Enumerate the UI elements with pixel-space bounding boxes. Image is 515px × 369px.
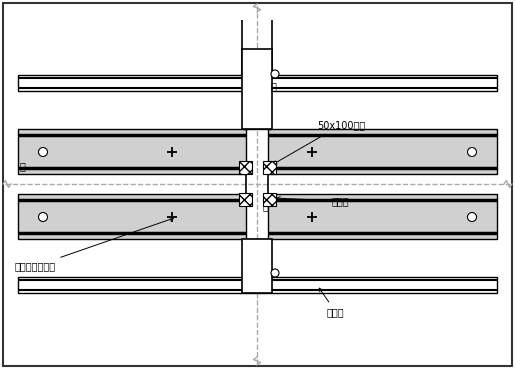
Bar bbox=[18, 277, 497, 293]
Bar bbox=[18, 75, 497, 91]
Text: 柱: 柱 bbox=[263, 201, 269, 211]
Circle shape bbox=[468, 213, 476, 221]
Bar bbox=[242, 239, 272, 293]
Bar bbox=[18, 129, 246, 174]
Bar bbox=[268, 129, 497, 174]
Bar bbox=[239, 161, 252, 174]
Text: 梁: 梁 bbox=[271, 81, 277, 91]
Bar bbox=[268, 194, 497, 239]
Bar bbox=[239, 193, 252, 206]
Circle shape bbox=[271, 269, 279, 277]
Circle shape bbox=[39, 213, 47, 221]
Bar bbox=[242, 49, 272, 129]
Text: 梁: 梁 bbox=[20, 161, 26, 171]
Bar bbox=[263, 193, 276, 206]
Circle shape bbox=[39, 148, 47, 156]
Text: 可调托支撑加固: 可调托支撑加固 bbox=[15, 218, 174, 271]
Text: 50x100木方: 50x100木方 bbox=[273, 120, 365, 164]
Text: 钢管架: 钢管架 bbox=[319, 288, 345, 317]
Text: 竹胶板: 竹胶板 bbox=[277, 196, 350, 206]
Circle shape bbox=[468, 148, 476, 156]
Bar bbox=[18, 194, 246, 239]
Circle shape bbox=[271, 70, 279, 78]
Bar bbox=[263, 161, 276, 174]
